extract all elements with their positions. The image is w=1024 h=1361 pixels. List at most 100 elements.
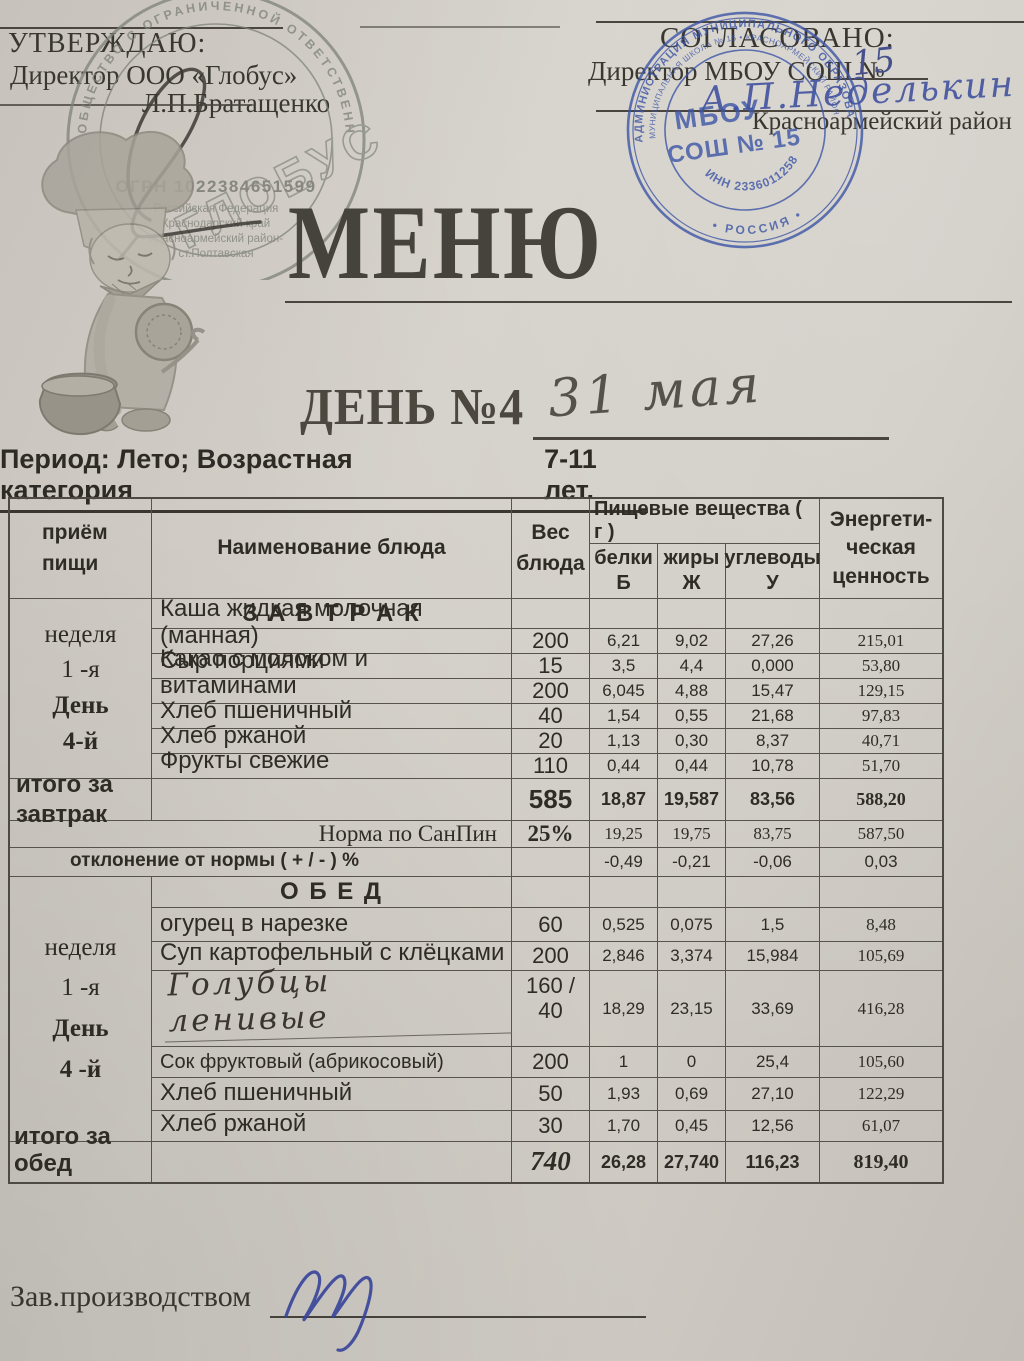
dish-name-handwritten-cell: Голубцы ленивые xyxy=(152,959,512,1047)
breakfast-week-cell: неделя 1 -я День 4-й xyxy=(10,599,152,779)
dish-energy: 97,83 xyxy=(820,704,942,729)
dish-energy: 61,07 xyxy=(820,1111,942,1142)
deviation-fat: -0,21 xyxy=(658,848,726,877)
dish-weight: 200 xyxy=(512,628,590,654)
col-header-weight: Вес блюда xyxy=(512,499,590,599)
dish-name-handwritten: Голубцы ленивые xyxy=(163,959,512,1043)
dish-fat: 23,15 xyxy=(658,971,726,1047)
dish-name: Фрукты свежие xyxy=(152,747,512,779)
empty-cell xyxy=(512,599,590,629)
empty-cell xyxy=(726,877,820,908)
globus-line3: Красноармейский район- xyxy=(149,233,283,245)
day-date-handwritten: 31 мая xyxy=(546,354,766,430)
dish-name: Хлеб ржаной xyxy=(152,722,512,754)
menu-table: приём пищи Наименование блюда Вес блюда … xyxy=(8,497,944,1184)
day-date-underline xyxy=(533,437,889,440)
empty-cell xyxy=(726,599,820,629)
empty-cell xyxy=(512,877,590,908)
dish-protein: 3,5 xyxy=(590,654,658,679)
production-manager-label: Зав.производством xyxy=(10,1280,252,1313)
agree-number-underline xyxy=(842,78,928,80)
empty-cell xyxy=(820,877,942,908)
globus-line4: ст.Полтавская xyxy=(178,248,253,260)
deviation-label: отклонение от нормы ( + / - ) % xyxy=(10,848,512,877)
day-number-label: ДЕНЬ №4 xyxy=(300,379,525,436)
dish-weight: 160 / 40 xyxy=(512,971,590,1047)
period-label: Период: Лето; Возрастная категория xyxy=(0,444,353,505)
dish-weight: 200 xyxy=(512,678,590,704)
breakfast-total-protein: 18,87 xyxy=(590,779,658,821)
dish-protein: 1,13 xyxy=(590,729,658,754)
dish-carbs: 33,69 xyxy=(726,971,820,1047)
lunch-total-label: итого за обед xyxy=(10,1123,152,1182)
dish-name: Суп картофельный с клёцками xyxy=(152,939,512,971)
empty-cell xyxy=(152,779,512,821)
age-category-value: 7-11 лет. xyxy=(544,444,597,505)
period-line: Период: Лето; Возрастная категория 7-11 … xyxy=(0,444,648,513)
dish-energy: 122,29 xyxy=(820,1078,942,1111)
dish-name: Сок фруктовый (абрикосовый) xyxy=(152,1047,512,1078)
dish-fat: 0,45 xyxy=(658,1111,726,1142)
dish-fat: 9,02 xyxy=(658,629,726,654)
top-rule-left xyxy=(0,27,283,29)
dish-carbs: 0,000 xyxy=(726,654,820,679)
dish-name: Сыр порциями xyxy=(152,647,512,679)
sanpin-norm-protein: 19,25 xyxy=(590,821,658,848)
dish-name: Какао с молоком и витаминами xyxy=(152,645,512,704)
sanpin-norm-label: Норма по СанПин xyxy=(10,821,512,848)
dish-energy: 53,80 xyxy=(820,654,942,679)
dish-energy: 129,15 xyxy=(820,679,942,704)
dish-fat: 3,374 xyxy=(658,942,726,971)
deviation-energy: 0,03 xyxy=(820,848,942,877)
dish-energy: 105,69 xyxy=(820,942,942,971)
col-header-energy: Энергети- ческая ценность xyxy=(820,499,942,599)
chef-child-illustration xyxy=(38,130,206,435)
globus-stamp: ОБЩЕСТВО С ОГРАНИЧЕННОЙ ОТВЕТСТВЕННОСТЬЮ… xyxy=(48,0,388,280)
dish-carbs: 27,26 xyxy=(726,629,820,654)
dish-energy: 215,01 xyxy=(820,629,942,654)
dish-protein: 0,525 xyxy=(590,908,658,942)
deviation-protein: -0,49 xyxy=(590,848,658,877)
globus-line1: Российская Федерация xyxy=(154,203,279,215)
dish-weight: 20 xyxy=(512,728,590,754)
dish-name: Хлеб пшеничный xyxy=(152,1078,512,1111)
dish-weight: 30 xyxy=(512,1111,590,1142)
dish-energy: 416,28 xyxy=(820,971,942,1047)
dish-fat: 0,55 xyxy=(658,704,726,729)
dish-carbs: 8,37 xyxy=(726,729,820,754)
dish-carbs: 27,10 xyxy=(726,1078,820,1111)
empty-cell xyxy=(658,599,726,629)
dish-fat: 0 xyxy=(658,1047,726,1078)
dish-fat: 0,075 xyxy=(658,908,726,942)
production-manager-signature xyxy=(284,1270,373,1352)
empty-cell xyxy=(658,877,726,908)
approve-underline xyxy=(0,104,252,106)
lunch-week-cell: неделя 1 -я День 4 -й xyxy=(10,877,152,1142)
dish-name: Хлеб ржаной xyxy=(152,1110,512,1142)
lunch-section-header: О Б Е Д xyxy=(152,877,512,908)
dish-name: Каша жидкая молочная (манная) xyxy=(152,595,512,654)
dish-protein: 1,93 xyxy=(590,1078,658,1111)
dish-weight: 15 xyxy=(512,653,590,679)
agree-signature-underline xyxy=(596,110,928,112)
dish-fat: 0,30 xyxy=(658,729,726,754)
dish-protein: 0,44 xyxy=(590,754,658,779)
breakfast-section-header: З А В Т Р А К xyxy=(152,599,512,629)
sanpin-norm-fat: 19,75 xyxy=(658,821,726,848)
breakfast-total-label: итого за завтрак xyxy=(10,771,152,828)
dish-protein: 1,70 xyxy=(590,1111,658,1142)
dish-energy: 105,60 xyxy=(820,1047,942,1078)
dish-carbs: 12,56 xyxy=(726,1111,820,1142)
agree-district: Красноармейский район xyxy=(752,108,1012,135)
dish-name: Хлеб пшеничный xyxy=(152,697,512,729)
col-header-nutrients: Пищевые вещества ( г ) xyxy=(590,498,820,544)
dish-weight: 50 xyxy=(512,1078,590,1111)
dish-carbs: 1,5 xyxy=(726,908,820,942)
sanpin-norm-energy: 587,50 xyxy=(820,821,942,848)
lunch-total-energy: 819,40 xyxy=(853,1150,909,1173)
breakfast-total-fat: 19,587 xyxy=(658,779,726,821)
empty-cell xyxy=(590,599,658,629)
dish-protein: 6,045 xyxy=(590,679,658,704)
dish-name: огурец в нарезке xyxy=(152,908,512,942)
page-title: МЕНЮ xyxy=(288,184,604,301)
